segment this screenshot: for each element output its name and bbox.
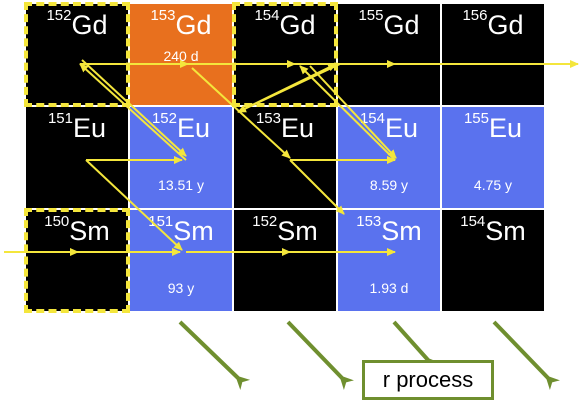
nuclide-cell-155-eu: 155Eu 4.75 y bbox=[442, 107, 544, 208]
half-life: 8.59 y bbox=[369, 177, 409, 193]
mass-number: 150 bbox=[44, 213, 70, 230]
mass-number: 156 bbox=[462, 7, 488, 24]
mass-number: 153 bbox=[356, 213, 382, 230]
mass-number: 151 bbox=[148, 213, 174, 230]
half-life: 93 y bbox=[167, 280, 195, 296]
element-symbol: Eu bbox=[73, 113, 107, 143]
mass-number: 154 bbox=[359, 110, 385, 127]
element-symbol: Eu bbox=[489, 113, 523, 143]
element-symbol: Eu bbox=[281, 113, 315, 143]
dashed-highlight-box bbox=[24, 208, 130, 313]
mass-number: 152 bbox=[151, 110, 177, 127]
s-process-path bbox=[4, 59, 579, 256]
s-path-segment bbox=[299, 65, 396, 161]
element-symbol: Eu bbox=[177, 113, 211, 143]
mass-number: 153 bbox=[150, 7, 176, 24]
element-symbol: Sm bbox=[381, 216, 422, 246]
isotope-label: 150Sm bbox=[26, 213, 128, 247]
nuclide-cell-153-sm: 153Sm 1.93 d bbox=[338, 210, 440, 311]
nuclide-cell-154-sm: 154Sm bbox=[442, 210, 544, 311]
element-symbol: Sm bbox=[277, 216, 318, 246]
r-process-arrow bbox=[492, 320, 560, 391]
element-symbol: Sm bbox=[173, 216, 214, 246]
nuclide-cell-152-sm: 152Sm bbox=[234, 210, 336, 311]
element-symbol: Gd bbox=[175, 10, 212, 40]
isotope-label: 154Eu bbox=[338, 110, 440, 144]
half-life: 1.93 d bbox=[369, 280, 409, 296]
nuclide-cell-150-sm: 150Sm bbox=[26, 210, 128, 311]
nuclide-cell-155-gd: 155Gd bbox=[338, 4, 440, 105]
r-process-arrow bbox=[286, 320, 354, 391]
isotope-label: 154Gd bbox=[234, 7, 336, 41]
r-process-arrow bbox=[392, 320, 440, 373]
isotope-label: 153Sm bbox=[338, 213, 440, 247]
isotope-label: 151Eu bbox=[26, 110, 128, 144]
mass-number: 151 bbox=[47, 110, 73, 127]
mass-number: 155 bbox=[463, 110, 489, 127]
nuclide-cell-151-sm: 151Sm 93 y bbox=[130, 210, 232, 311]
s-path-segment bbox=[237, 63, 341, 113]
element-symbol: Gd bbox=[383, 10, 420, 40]
mass-number: 153 bbox=[255, 110, 281, 127]
nuclide-cell-156-gd: 156Gd bbox=[442, 4, 544, 105]
half-life: 13.51 y bbox=[158, 177, 204, 193]
element-symbol: Sm bbox=[485, 216, 526, 246]
isotope-label: 155Gd bbox=[338, 7, 440, 41]
nuclide-cell-151-eu: 151Eu bbox=[26, 107, 128, 208]
isotope-label: 153Eu bbox=[234, 110, 336, 144]
s-path-segment bbox=[79, 63, 187, 161]
isotope-label: 152Sm bbox=[234, 213, 336, 247]
r-process-arrow bbox=[178, 320, 251, 390]
isotope-label: 152Gd bbox=[26, 7, 128, 41]
mass-number: 152 bbox=[252, 213, 278, 230]
isotope-label: 154Sm bbox=[442, 213, 544, 247]
half-life: 4.75 y bbox=[473, 177, 513, 193]
mass-number: 152 bbox=[46, 7, 72, 24]
mass-number: 155 bbox=[358, 7, 384, 24]
element-symbol: Sm bbox=[69, 216, 110, 246]
isotope-label: 152Eu bbox=[130, 110, 232, 144]
isotope-label: 156Gd bbox=[442, 7, 544, 41]
isotope-label: 153Gd bbox=[130, 7, 232, 41]
s-path-segment bbox=[191, 67, 291, 159]
dashed-highlight-box bbox=[232, 2, 338, 107]
mass-number: 154 bbox=[254, 7, 280, 24]
element-symbol: Gd bbox=[71, 10, 108, 40]
s-path-segment bbox=[289, 159, 345, 215]
s-path-segment bbox=[309, 65, 397, 159]
s-path-segment bbox=[81, 59, 187, 157]
r-process-label: r process bbox=[362, 360, 494, 400]
isotope-label: 155Eu bbox=[442, 110, 544, 144]
isotope-label: 151Sm bbox=[130, 213, 232, 247]
half-life: 240 d bbox=[163, 48, 199, 64]
mass-number: 154 bbox=[460, 213, 486, 230]
dashed-highlight-box bbox=[24, 2, 130, 107]
s-path-segment bbox=[85, 159, 183, 251]
element-symbol: Eu bbox=[385, 113, 419, 143]
nuclide-cell-152-gd: 152Gd bbox=[26, 4, 128, 105]
element-symbol: Gd bbox=[487, 10, 524, 40]
r-process-arrows bbox=[178, 320, 560, 391]
element-symbol: Gd bbox=[279, 10, 316, 40]
